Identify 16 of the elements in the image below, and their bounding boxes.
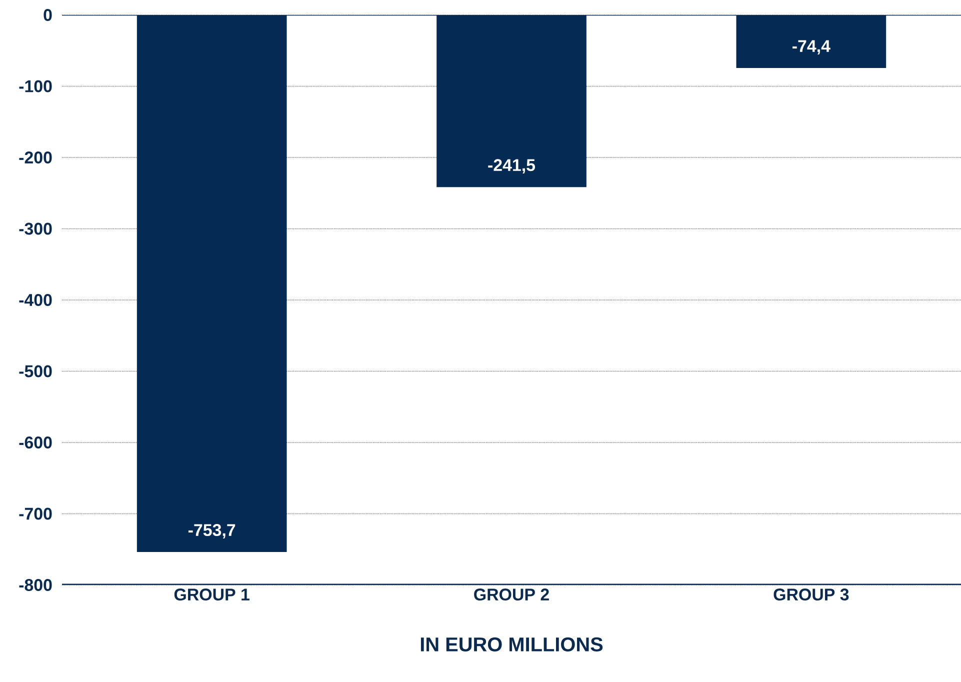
x-tick-label: GROUP 3	[774, 588, 849, 601]
y-tick-label: -400	[19, 294, 52, 306]
x-tick-label: GROUP 2	[474, 588, 549, 601]
y-tick-label: -600	[19, 436, 52, 448]
y-tick-label: -800	[19, 579, 52, 591]
data-label: -74,4	[792, 40, 830, 54]
data-label: -241,5	[488, 159, 536, 174]
x-axis-title: IN EURO MILLIONS	[420, 637, 603, 652]
y-tick-label: -200	[19, 152, 52, 164]
y-tick-label: -300	[19, 222, 52, 235]
x-tick-label: GROUP 1	[174, 588, 250, 601]
y-tick-label: -100	[19, 80, 52, 92]
y-tick-label: 0	[44, 9, 52, 21]
data-label: -753,7	[188, 524, 236, 538]
y-tick-label: -700	[19, 508, 52, 520]
y-tick-label: -500	[19, 365, 52, 378]
